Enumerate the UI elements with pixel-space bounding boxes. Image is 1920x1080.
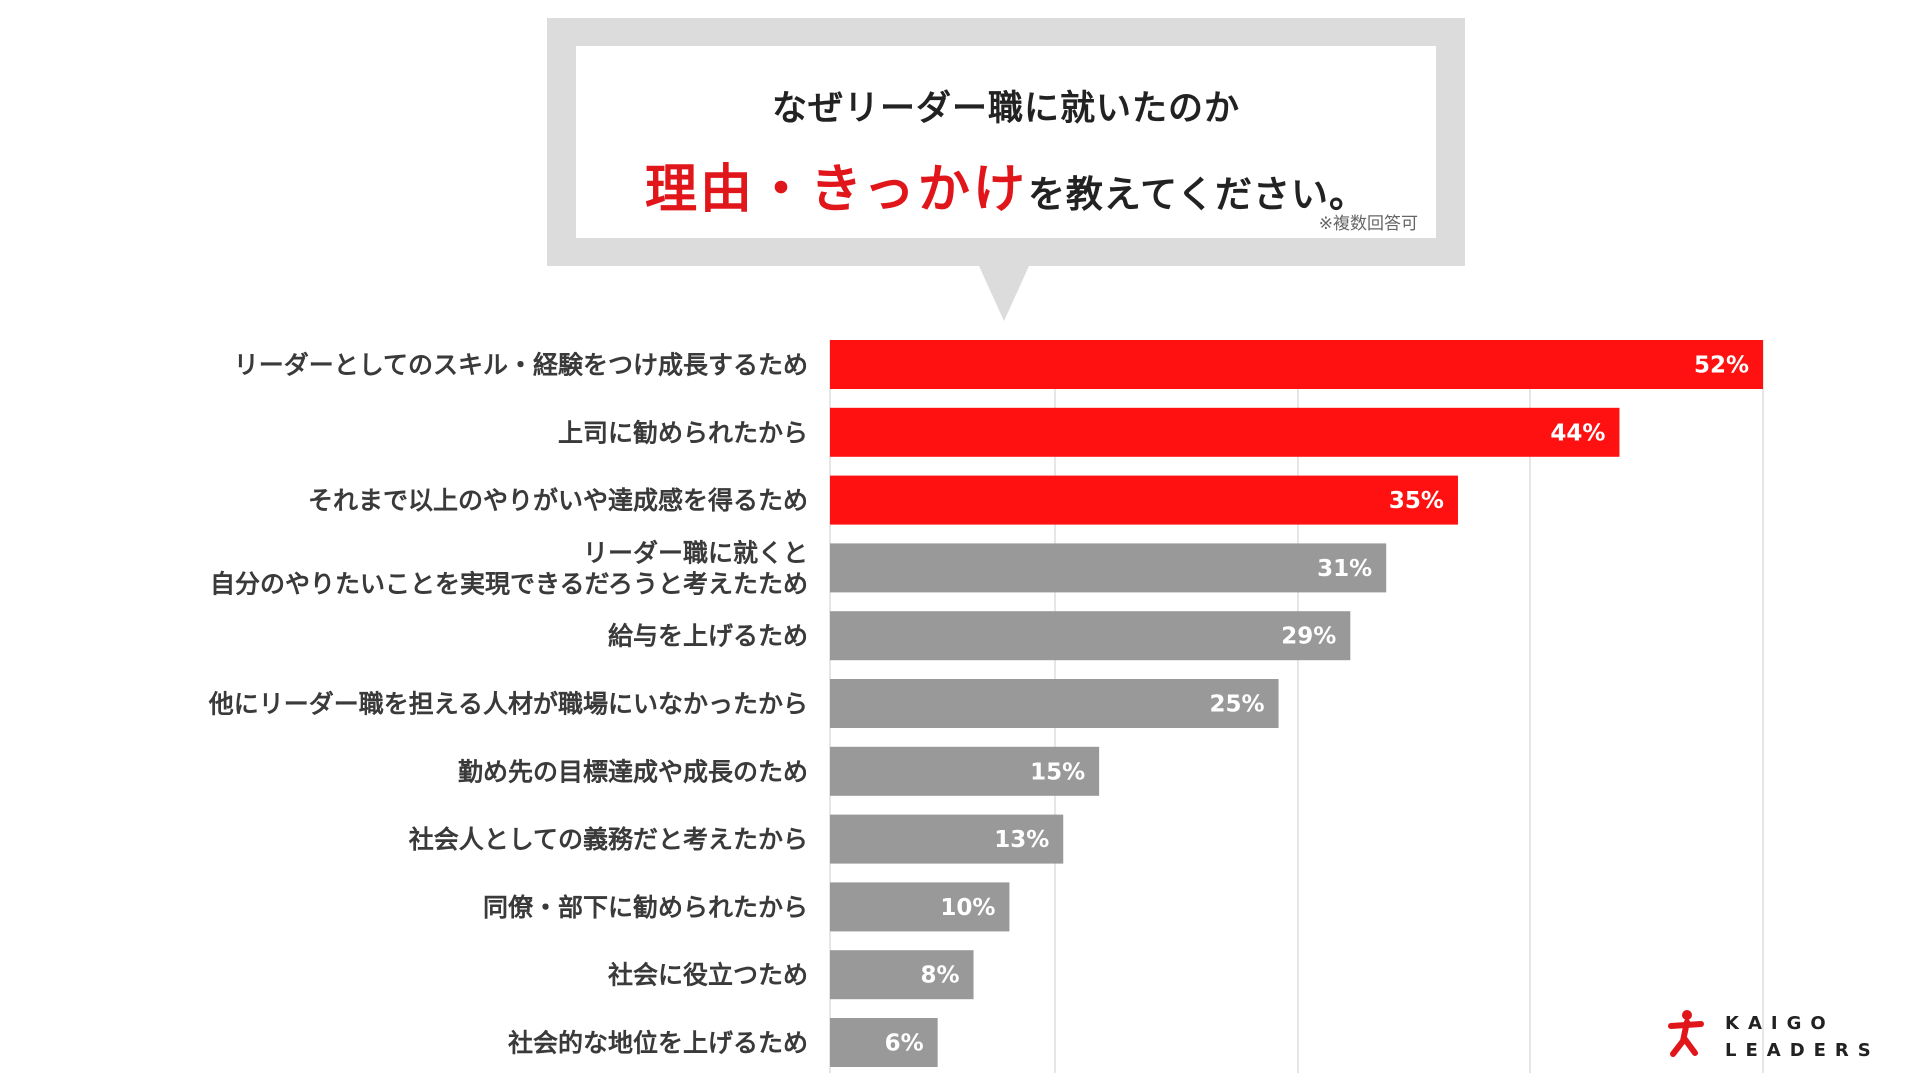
category-label: 社会的な地位を上げるため <box>508 1029 808 1058</box>
category-label: 社会に役立つため <box>608 961 808 990</box>
category-label: 勤め先の目標達成や成長のため <box>458 757 808 786</box>
question-line2: 理由・きっかけを教えてください。 <box>576 147 1436 222</box>
category-label: リーダー職に就くと <box>583 538 808 567</box>
value-labels: 52% 44% 35% 31% 29% 25% 15% 13% 10% 8% 6% <box>885 353 1749 1057</box>
logo-line1: KAIGO <box>1725 1013 1835 1034</box>
value-label: 8% <box>920 963 959 989</box>
value-label: 35% <box>1389 488 1444 514</box>
value-label: 13% <box>994 827 1049 853</box>
bars <box>830 340 1763 1067</box>
category-label: 給与を上げるため <box>608 622 808 651</box>
value-label: 10% <box>940 895 995 921</box>
category-label: リーダーとしてのスキル・経験をつけ成長するため <box>234 351 808 380</box>
logo-wordmark: KAIGO LEADERS <box>1725 1010 1880 1064</box>
value-label: 25% <box>1209 692 1264 718</box>
multiple-answer-note: ※複数回答可 <box>1318 214 1418 234</box>
logo-figure-icon <box>1668 1010 1704 1057</box>
category-label: 自分のやりたいことを実現できるだろうと考えたため <box>210 569 808 598</box>
logo-line2: LEADERS <box>1725 1040 1880 1061</box>
question-highlight: 理由・きっかけ <box>645 160 1028 220</box>
value-label: 52% <box>1694 353 1749 379</box>
callout-pointer <box>979 266 1029 321</box>
category-label: 同僚・部下に勧められたから <box>483 893 808 922</box>
value-label: 15% <box>1030 759 1085 785</box>
category-label: 社会人としての義務だと考えたから <box>409 825 808 854</box>
bar <box>830 882 1010 932</box>
bar <box>830 950 974 1000</box>
bar <box>830 1018 938 1067</box>
question-callout: なぜリーダー職に就いたのか 理由・きっかけを教えてください。 ※複数回答可 <box>547 18 1465 266</box>
bar <box>830 475 1458 525</box>
value-label: 44% <box>1550 420 1605 446</box>
value-label: 6% <box>885 1031 924 1057</box>
value-label: 31% <box>1317 556 1372 582</box>
bar <box>830 814 1064 864</box>
category-labels: リーダーとしてのスキル・経験をつけ成長するため上司に勧められたからそれまで以上の… <box>208 351 808 1058</box>
question-rest: を教えてください。 <box>1027 173 1367 216</box>
bar <box>830 679 1279 728</box>
category-label: それまで以上のやりがいや達成感を得るため <box>308 486 808 515</box>
question-line1: なぜリーダー職に就いたのか <box>771 89 1240 129</box>
bar <box>830 407 1620 457</box>
bar <box>830 543 1387 593</box>
bar <box>830 340 1763 389</box>
category-label: 上司に勧められたから <box>558 418 808 447</box>
bar <box>830 746 1100 796</box>
kaigo-leaders-logo: KAIGO LEADERS <box>1665 1008 1875 1068</box>
value-label: 29% <box>1281 624 1336 650</box>
category-label: 他にリーダー職を担える人材が職場にいなかったから <box>208 690 808 719</box>
bar <box>830 611 1351 661</box>
question-box: なぜリーダー職に就いたのか 理由・きっかけを教えてください。 ※複数回答可 <box>576 46 1436 238</box>
